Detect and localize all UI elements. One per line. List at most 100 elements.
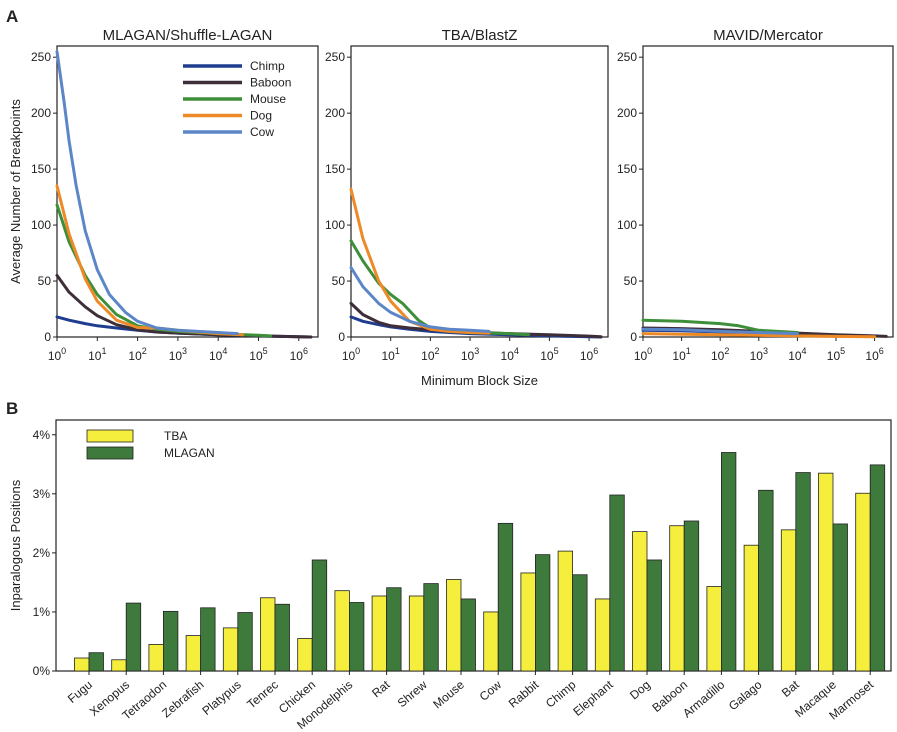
legend-label: Chimp: [250, 59, 285, 73]
series-line-dog: [641, 332, 877, 339]
bar-tba-cow: [483, 611, 499, 672]
y-tick-label: 50: [332, 274, 346, 288]
x-tick-label: 101: [88, 346, 106, 363]
x-tick-label: 105: [249, 346, 267, 363]
category-label: Galago: [726, 677, 765, 713]
y-axis-label: Inparalogous Positions: [8, 479, 23, 611]
x-tick-label: 103: [169, 346, 187, 363]
x-tick-label: 100: [48, 346, 66, 363]
category-label: Elephant: [570, 677, 616, 719]
chart-title: TBA/BlastZ: [442, 27, 518, 44]
y-tick-label: 50: [624, 274, 638, 288]
y-tick-label: 50: [38, 274, 52, 288]
bar-tba-platypus: [222, 627, 239, 672]
bar-mlagan-tetraodon: [162, 610, 179, 672]
y-tick-label: 100: [617, 218, 637, 232]
line-chart-2: TBA/BlastZ 0 50 100 150 200 250 100 101 102 103 104…: [325, 27, 609, 388]
y-tick-label: 100: [31, 218, 51, 232]
y-tick-label: 1%: [33, 605, 51, 619]
legend-swatch: [86, 429, 134, 443]
panel-b-letter: B: [6, 399, 18, 418]
bar-mlagan-mouse: [460, 598, 476, 672]
bar-tba-tenrec: [260, 597, 276, 672]
y-tick-label: 100: [325, 218, 345, 232]
category-label: Bat: [779, 677, 802, 700]
bar-mlagan-chimp: [572, 574, 588, 672]
bar-mlagan-bat: [795, 472, 811, 672]
series-line-dog: [349, 187, 491, 335]
x-tick-label: 100: [634, 346, 652, 363]
bar-tba-baboon: [669, 525, 685, 672]
bar-mlagan-xenopus: [125, 602, 142, 672]
bar-tba-chimp: [557, 550, 573, 672]
x-tick-label: 105: [827, 346, 845, 363]
bar-tba-macaque: [818, 472, 834, 672]
category-label: Mouse: [430, 677, 467, 711]
y-tick-label: 250: [325, 50, 345, 64]
y-tick-label: 200: [325, 106, 345, 120]
y-tick-label: 150: [325, 162, 345, 176]
bar-tba-rat: [371, 595, 388, 672]
x-tick-label: 102: [128, 346, 146, 363]
y-tick-label: 200: [617, 106, 637, 120]
y-tick-label: 150: [617, 162, 637, 176]
y-tick-label: 0: [44, 330, 51, 344]
bar-tba-dog: [632, 531, 648, 672]
bar-mlagan-rabbit: [535, 554, 551, 672]
category-label: Fugu: [65, 678, 95, 706]
category-label: Rat: [369, 677, 393, 700]
bar-mlagan-zebrafish: [200, 607, 216, 672]
category-label: Platypus: [199, 678, 243, 718]
legend-label: Baboon: [250, 76, 291, 90]
charts: MLAGAN/Shuffle-LAGAN 0 50 100 150 200 250 100 10…: [8, 27, 894, 732]
x-tick-label: 104: [209, 346, 227, 363]
x-tick-label: 101: [672, 346, 690, 363]
category-label: Dog: [627, 678, 653, 703]
y-tick-label: 250: [617, 50, 637, 64]
x-tick-label: 102: [711, 346, 729, 363]
bar-tba-fugu: [74, 657, 90, 672]
category-label: Zebrafish: [159, 678, 206, 721]
bar-mlagan-cow: [497, 522, 514, 672]
legend-label: MLAGAN: [164, 446, 215, 460]
y-tick-label: 200: [31, 106, 51, 120]
bar-tba-galago: [743, 544, 759, 672]
legend-label: Mouse: [250, 92, 286, 106]
bar-tba-shrew: [408, 595, 425, 672]
bar-tba-bat: [780, 529, 797, 672]
x-tick-label: 106: [580, 346, 598, 363]
legend-swatch: [86, 446, 134, 460]
x-tick-label: 100: [342, 346, 360, 363]
category-label: Cow: [477, 677, 505, 703]
category-label: Rabbit: [506, 677, 542, 710]
bar-tba-mouse: [446, 579, 462, 672]
bar-mlagan-shrew: [423, 583, 439, 672]
x-tick-label: 101: [381, 346, 399, 363]
x-tick-label: 103: [750, 346, 768, 363]
bar-chart: 0%1%2%3%4%Inparalogous PositionsFuguXeno…: [8, 419, 892, 732]
series-line-mouse: [641, 318, 799, 334]
x-tick-label: 106: [290, 346, 308, 363]
y-tick-label: 4%: [33, 428, 51, 442]
x-tick-label: 106: [865, 346, 883, 363]
y-tick-label: 0: [338, 330, 345, 344]
category-label: Armadillo: [680, 677, 728, 720]
x-tick-label: 102: [421, 346, 439, 363]
bar-tba-xenopus: [111, 659, 127, 672]
bar-mlagan-macaque: [832, 523, 848, 672]
bar-mlagan-armadillo: [721, 452, 737, 672]
bar-mlagan-galago: [758, 489, 774, 672]
x-tick-label: 103: [461, 346, 479, 363]
bar-mlagan-platypus: [237, 612, 253, 672]
y-tick-label: 0%: [33, 664, 51, 678]
bar-mlagan-rat: [386, 587, 402, 672]
bar-tba-marmoset: [855, 492, 871, 672]
bar-tba-elephant: [594, 598, 611, 672]
x-axis-label: Minimum Block Size: [421, 373, 538, 388]
line-chart-1: MLAGAN/Shuffle-LAGAN 0 50 100 150 200 250 100 10…: [8, 27, 319, 363]
y-axis-label: Average Number of Breakpoints: [8, 99, 23, 284]
bar-tba-chicken: [297, 638, 313, 672]
panel-a-letter: A: [6, 7, 18, 26]
chart-title: MLAGAN/Shuffle-LAGAN: [103, 27, 273, 44]
